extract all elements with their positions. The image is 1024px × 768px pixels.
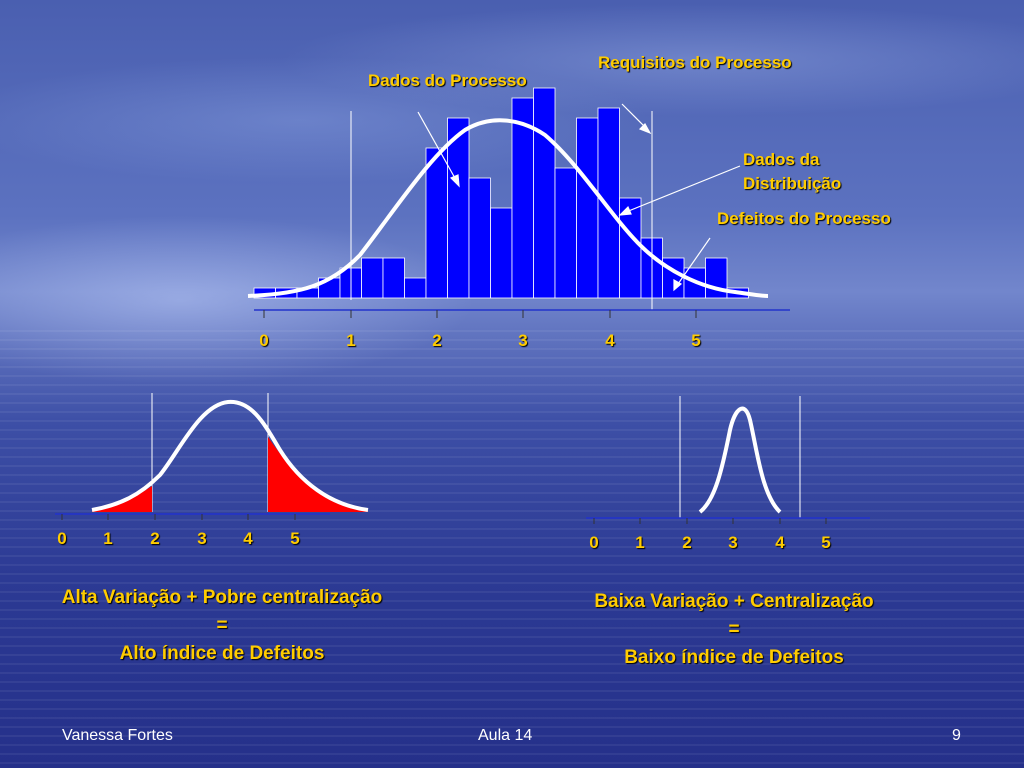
- right-caption-line1: Baixa Variação + Centralização: [594, 591, 874, 612]
- left-tick-0: 0: [57, 529, 67, 548]
- histogram-bar: [382, 257, 405, 299]
- label-defeitos: Defeitos do Processo: [717, 209, 891, 228]
- right-tick-1: 1: [635, 533, 645, 552]
- histogram-bar: [533, 87, 556, 299]
- arrow-defeitos: [677, 237, 711, 285]
- histogram-bar: [554, 167, 577, 299]
- right-tick-3: 3: [728, 533, 738, 552]
- histogram-bars: [253, 87, 749, 299]
- left-tick-5: 5: [290, 529, 300, 548]
- top-tick-4: 4: [605, 331, 615, 350]
- left-distribution-curve: [91, 399, 369, 512]
- arrow-dados-processo: [417, 111, 457, 181]
- left-tick-1: 1: [103, 529, 113, 548]
- left-caption-line2: =: [216, 615, 228, 636]
- label-dados-distribuicao: Dados da Distribuição: [743, 150, 842, 193]
- left-defect-area-low: [92, 486, 152, 512]
- right-distribution-curve: [698, 406, 782, 514]
- left-tick-2: 2: [150, 529, 160, 548]
- right-tick-4: 4: [775, 533, 785, 552]
- left-defect-area-high: [268, 437, 368, 512]
- top-tick-0: 0: [259, 331, 269, 350]
- footer-author: Vanessa Fortes: [62, 727, 173, 744]
- histogram-bar: [576, 117, 599, 299]
- histogram-bar: [597, 107, 620, 299]
- right-caption-line2: =: [728, 619, 740, 640]
- arrow-distribuicao: [625, 165, 741, 213]
- label-dados-processo: Dados do Processo: [368, 71, 527, 90]
- top-tick-2: 2: [432, 331, 442, 350]
- left-tick-3: 3: [197, 529, 207, 548]
- label-requisitos: Requisitos do Processo: [598, 53, 792, 72]
- right-tick-0: 0: [589, 533, 599, 552]
- footer-lesson: Aula 14: [478, 727, 533, 744]
- right-tick-5: 5: [821, 533, 831, 552]
- arrow-requisitos: [621, 103, 647, 129]
- left-caption-line3: Alto índice de Defeitos: [119, 643, 325, 664]
- left-caption-line1: Alta Variação + Pobre centralização: [61, 587, 383, 608]
- right-tick-2: 2: [682, 533, 692, 552]
- top-axis-ticks: [263, 310, 697, 318]
- histogram-bar: [425, 147, 448, 299]
- top-tick-5: 5: [691, 331, 701, 350]
- right-caption-line3: Baixo índice de Defeitos: [624, 647, 844, 668]
- distribution-curve: [247, 118, 769, 298]
- top-tick-3: 3: [518, 331, 528, 350]
- left-caption: Alta Variação + Pobre centralização = Al…: [12, 584, 432, 668]
- top-tick-1: 1: [346, 331, 356, 350]
- histogram-bar: [404, 277, 427, 299]
- right-caption: Baixa Variação + Centralização = Baixo í…: [544, 588, 924, 672]
- footer-page-number: 9: [952, 727, 961, 744]
- left-tick-4: 4: [243, 529, 253, 548]
- histogram-bar: [490, 207, 513, 299]
- histogram-bar: [468, 177, 491, 299]
- histogram-bar: [361, 257, 384, 299]
- histogram-bar: [447, 117, 470, 299]
